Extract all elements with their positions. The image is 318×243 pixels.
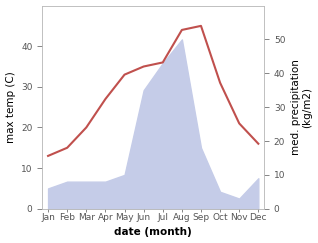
Y-axis label: max temp (C): max temp (C) — [5, 71, 16, 143]
Y-axis label: med. precipitation
(kg/m2): med. precipitation (kg/m2) — [291, 59, 313, 155]
X-axis label: date (month): date (month) — [114, 227, 192, 237]
